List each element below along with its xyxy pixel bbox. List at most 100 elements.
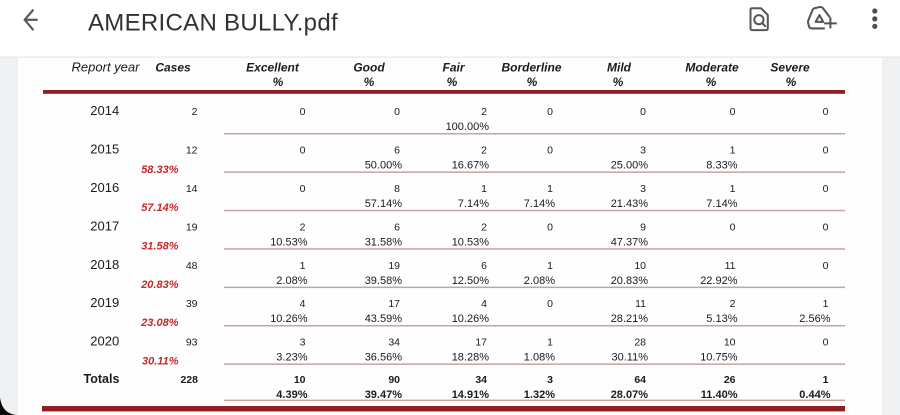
svg-text:10: 10: [724, 337, 736, 349]
svg-text:20.83%: 20.83%: [140, 279, 179, 291]
svg-text:28: 28: [634, 337, 646, 349]
svg-text:14: 14: [186, 183, 198, 195]
svg-text:%: %: [273, 75, 284, 89]
svg-text:1.32%: 1.32%: [524, 389, 555, 401]
svg-text:Fair: Fair: [442, 61, 465, 75]
svg-text:Mild: Mild: [607, 61, 632, 75]
svg-text:%: %: [447, 75, 458, 89]
svg-text:Severe: Severe: [770, 61, 810, 75]
svg-text:10.53%: 10.53%: [452, 236, 490, 248]
svg-text:19: 19: [186, 221, 198, 233]
svg-text:28.07%: 28.07%: [611, 389, 649, 401]
svg-text:90: 90: [388, 374, 400, 386]
svg-text:57.14%: 57.14%: [141, 202, 179, 214]
svg-text:31.58%: 31.58%: [365, 236, 403, 248]
svg-text:34: 34: [388, 337, 400, 349]
svg-text:50.00%: 50.00%: [365, 160, 403, 172]
svg-text:%: %: [613, 75, 624, 89]
svg-text:93: 93: [186, 337, 198, 349]
svg-text:2.08%: 2.08%: [276, 275, 307, 287]
svg-text:2: 2: [300, 221, 306, 233]
svg-text:Moderate: Moderate: [685, 61, 739, 75]
svg-text:0: 0: [823, 145, 829, 157]
svg-text:0: 0: [300, 145, 306, 157]
svg-text:36.56%: 36.56%: [365, 352, 403, 364]
svg-text:57.14%: 57.14%: [365, 198, 403, 210]
svg-text:8.33%: 8.33%: [706, 160, 737, 172]
svg-text:2014: 2014: [90, 103, 119, 118]
svg-text:64: 64: [634, 374, 646, 386]
svg-text:3: 3: [300, 337, 306, 349]
svg-text:10.75%: 10.75%: [700, 352, 738, 364]
svg-text:1: 1: [547, 337, 553, 349]
svg-text:1: 1: [823, 374, 829, 386]
svg-text:Excellent: Excellent: [246, 61, 300, 75]
svg-text:1: 1: [547, 183, 553, 195]
svg-text:2: 2: [481, 145, 487, 157]
svg-text:2015: 2015: [90, 142, 119, 157]
svg-text:5.13%: 5.13%: [706, 313, 737, 325]
svg-text:0.44%: 0.44%: [799, 389, 830, 401]
svg-text:2017: 2017: [90, 218, 119, 233]
svg-text:16.67%: 16.67%: [452, 160, 490, 172]
svg-text:6: 6: [394, 145, 400, 157]
svg-text:7.14%: 7.14%: [524, 198, 555, 210]
svg-text:6: 6: [481, 260, 487, 272]
svg-text:4.39%: 4.39%: [276, 389, 307, 401]
svg-text:0: 0: [300, 106, 306, 118]
svg-text:17: 17: [475, 337, 487, 349]
svg-text:9: 9: [640, 221, 646, 233]
svg-text:2: 2: [481, 221, 487, 233]
svg-text:14.91%: 14.91%: [452, 389, 490, 401]
svg-text:58.33%: 58.33%: [141, 164, 179, 176]
svg-text:0: 0: [547, 106, 553, 118]
svg-text:Good: Good: [353, 61, 385, 75]
svg-text:31.58%: 31.58%: [141, 241, 179, 253]
svg-text:1.08%: 1.08%: [524, 352, 555, 364]
svg-text:3: 3: [640, 183, 646, 195]
svg-text:43.59%: 43.59%: [365, 313, 403, 325]
svg-text:30.11%: 30.11%: [142, 355, 179, 367]
svg-text:0: 0: [300, 183, 306, 195]
svg-text:2: 2: [730, 298, 736, 310]
svg-text:20.83%: 20.83%: [611, 275, 649, 287]
svg-text:7.14%: 7.14%: [458, 198, 489, 210]
svg-text:0: 0: [547, 298, 553, 310]
svg-text:0: 0: [547, 145, 553, 157]
svg-text:28.21%: 28.21%: [611, 313, 649, 325]
svg-text:3.23%: 3.23%: [276, 352, 307, 364]
svg-text:12.50%: 12.50%: [452, 275, 490, 287]
svg-text:2018: 2018: [90, 257, 119, 272]
svg-text:23.08%: 23.08%: [140, 317, 179, 329]
svg-text:39.47%: 39.47%: [365, 389, 403, 401]
svg-text:%: %: [527, 75, 538, 89]
svg-text:19: 19: [388, 260, 400, 272]
svg-text:6: 6: [394, 221, 400, 233]
svg-text:100.00%: 100.00%: [446, 121, 490, 133]
svg-text:25.00%: 25.00%: [611, 160, 649, 172]
svg-text:2020: 2020: [90, 334, 119, 349]
svg-text:18.28%: 18.28%: [452, 352, 490, 364]
svg-text:0: 0: [394, 106, 400, 118]
svg-text:Report year: Report year: [72, 60, 141, 75]
svg-text:3: 3: [640, 145, 646, 157]
svg-text:1: 1: [823, 298, 829, 310]
svg-text:47.37%: 47.37%: [611, 236, 649, 248]
svg-text:2: 2: [481, 106, 487, 118]
svg-text:11.40%: 11.40%: [701, 389, 738, 401]
svg-text:4: 4: [481, 298, 487, 310]
svg-text:Totals: Totals: [84, 372, 120, 386]
svg-text:1: 1: [481, 183, 487, 195]
svg-text:0: 0: [640, 106, 646, 118]
svg-text:1: 1: [300, 260, 306, 272]
svg-text:21.43%: 21.43%: [611, 198, 649, 210]
svg-text:17: 17: [388, 298, 400, 310]
svg-text:26: 26: [724, 374, 736, 386]
svg-text:39: 39: [186, 298, 198, 310]
svg-text:0: 0: [730, 221, 736, 233]
svg-text:1: 1: [547, 260, 553, 272]
svg-text:7.14%: 7.14%: [706, 198, 737, 210]
svg-text:22.92%: 22.92%: [700, 275, 738, 287]
svg-text:AMERICAN BULLY.pdf: AMERICAN BULLY.pdf: [88, 9, 338, 36]
svg-text:2016: 2016: [90, 180, 119, 195]
